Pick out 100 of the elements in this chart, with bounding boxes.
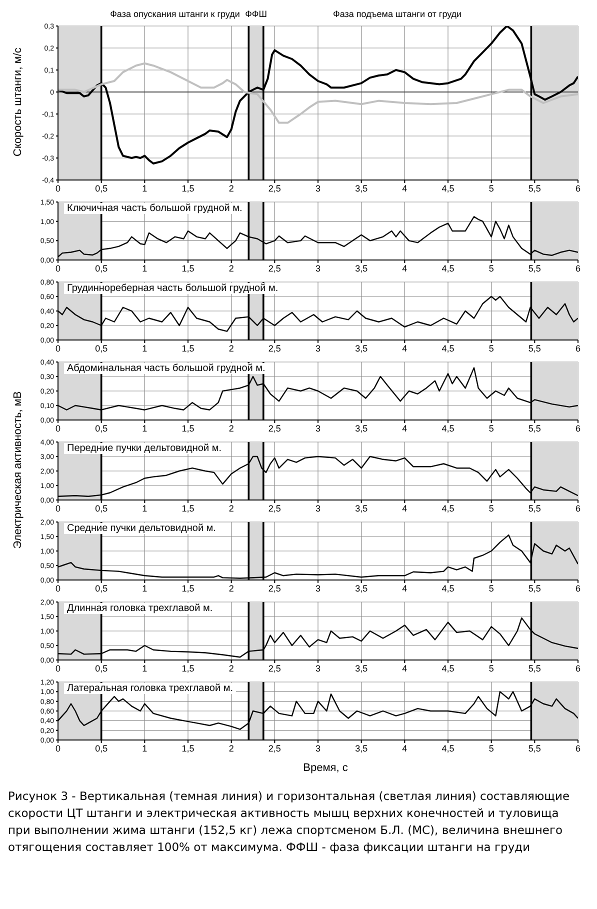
x-tick-label: 5,5 (528, 343, 541, 354)
x-tick-label: 3 (315, 343, 321, 354)
x-axis-title: Время, с (302, 762, 349, 774)
x-tick-label: 3 (315, 583, 321, 594)
x-tick-label: 0 (55, 423, 61, 434)
x-tick-label: 5,5 (528, 183, 541, 194)
y-axis-title: Скорость штанги, м/с (12, 48, 24, 156)
x-tick-label: 6 (575, 183, 581, 194)
x-tick-label: 1 (142, 183, 148, 194)
x-tick-label: 5,5 (528, 423, 541, 434)
x-tick-label: 4,5 (442, 423, 454, 434)
x-tick-label: 4,5 (442, 263, 454, 274)
x-tick-label: 4,5 (442, 743, 454, 754)
x-tick-label: 1 (142, 743, 148, 754)
x-tick-label: 0,5 (95, 183, 108, 194)
x-tick-label: 2,5 (268, 263, 281, 274)
x-tick-label: 4,5 (442, 343, 454, 354)
x-tick-label: 2 (228, 423, 234, 434)
x-tick-label: 2 (228, 503, 234, 514)
x-tick-label: 6 (575, 423, 581, 434)
x-tick-label: 3,5 (355, 743, 368, 754)
x-tick-label: 3,5 (355, 183, 368, 194)
chart-title: Грудиннореберная часть большой грудной м. (64, 283, 282, 294)
x-tick-label: 5,5 (528, 503, 541, 514)
x-tick-label: 1,5 (182, 263, 194, 274)
x-tick-label: 1 (142, 343, 148, 354)
x-tick-label: 1,5 (182, 343, 194, 354)
x-tick-label: 6 (575, 343, 581, 354)
x-tick-label: 3,5 (355, 423, 368, 434)
x-tick-label: 0,5 (95, 503, 108, 514)
x-tick-label: 6 (575, 583, 581, 594)
text: ФФШ (245, 9, 267, 19)
x-tick-label: 5 (488, 183, 494, 194)
x-tick-label: 0,5 (95, 663, 108, 674)
x-tick-label: 3,5 (355, 263, 368, 274)
x-tick-label: 4 (402, 183, 408, 194)
x-tick-label: 5 (488, 503, 494, 514)
x-tick-label: 4 (402, 663, 408, 674)
x-tick-label: 2 (228, 743, 234, 754)
x-tick-label: 2,5 (268, 663, 281, 674)
x-tick-label: 2,5 (268, 503, 281, 514)
x-tick-label: 5 (488, 343, 494, 354)
text: Рисунок 3 - Вертикальная (темная линия) и горизонтальная (светлая линия) составляющие скорости ЦТ штанги и электрическая активность мышц верхних конечностей и туловища при выполнении жима штанги (152,5 кг) лежа спортсменом Б.Л. (МС), величина внешнего отягощения составляет 100% от максимума. ФФШ - фаза фиксации штанги на груди (8, 788, 571, 856)
x-tick-label: 6 (575, 503, 581, 514)
x-tick-label: 5,5 (528, 743, 541, 754)
x-tick-label: 2,5 (268, 743, 281, 754)
x-tick-label: 5,5 (528, 263, 541, 274)
x-tick-label: 6 (575, 663, 581, 674)
chart-title: Длинная головка трехглавой м. (64, 603, 216, 614)
x-tick-label: 6 (575, 263, 581, 274)
x-tick-label: 5 (488, 743, 494, 754)
x-tick-label: 3,5 (355, 503, 368, 514)
x-tick-label: 4 (402, 423, 408, 434)
chart-title: Ключичная часть большой грудной м. (64, 203, 246, 214)
x-tick-label: 1,5 (182, 423, 194, 434)
chart-title: Латеральная головка трехглавой м. (64, 683, 236, 694)
x-tick-label: 2 (228, 583, 234, 594)
y-axis-title: Электрическая активность, мВ (12, 391, 24, 549)
x-tick-label: 0,5 (95, 583, 108, 594)
x-tick-label: 3 (315, 663, 321, 674)
text: Фаза подъема штанги от груди (333, 9, 462, 19)
x-tick-label: 3,5 (355, 663, 368, 674)
x-tick-label: 1,5 (182, 583, 194, 594)
x-tick-label: 2,5 (268, 583, 281, 594)
x-tick-label: 5 (488, 263, 494, 274)
x-tick-label: 1,5 (182, 663, 194, 674)
x-tick-label: 4,5 (442, 583, 454, 594)
x-tick-label: 0 (55, 343, 61, 354)
x-tick-label: 0,5 (95, 263, 108, 274)
x-tick-label: 0 (55, 183, 61, 194)
x-tick-label: 2 (228, 263, 234, 274)
x-tick-label: 2,5 (268, 423, 281, 434)
x-tick-label: 4,5 (442, 503, 454, 514)
x-tick-label: 2,5 (268, 183, 281, 194)
x-tick-label: 2 (228, 183, 234, 194)
x-tick-label: 4,5 (442, 663, 454, 674)
x-tick-label: 2 (228, 663, 234, 674)
x-tick-label: 4 (402, 583, 408, 594)
chart-title: Передние пучки дельтовидной м. (64, 443, 224, 454)
x-tick-label: 4 (402, 343, 408, 354)
x-tick-label: 0 (55, 663, 61, 674)
x-tick-label: 6 (575, 743, 581, 754)
x-tick-label: 5,5 (528, 663, 541, 674)
x-tick-label: 0 (55, 503, 61, 514)
x-tick-label: 4 (402, 263, 408, 274)
x-tick-label: 3 (315, 743, 321, 754)
x-tick-label: 4 (402, 503, 408, 514)
x-tick-label: 1 (142, 263, 148, 274)
text: Фаза опускания штанги к груди (110, 9, 240, 19)
x-tick-label: 3 (315, 263, 321, 274)
x-tick-label: 1,5 (182, 503, 194, 514)
x-tick-label: 5 (488, 583, 494, 594)
x-tick-label: 1,5 (182, 743, 194, 754)
chart-title: Абдоминальная часть большой грудной м. (64, 363, 268, 374)
x-tick-label: 4,5 (442, 183, 454, 194)
x-tick-label: 1 (142, 503, 148, 514)
x-tick-label: 4 (402, 743, 408, 754)
x-tick-label: 1 (142, 583, 148, 594)
x-tick-label: 1 (142, 663, 148, 674)
x-tick-label: 3,5 (355, 583, 368, 594)
